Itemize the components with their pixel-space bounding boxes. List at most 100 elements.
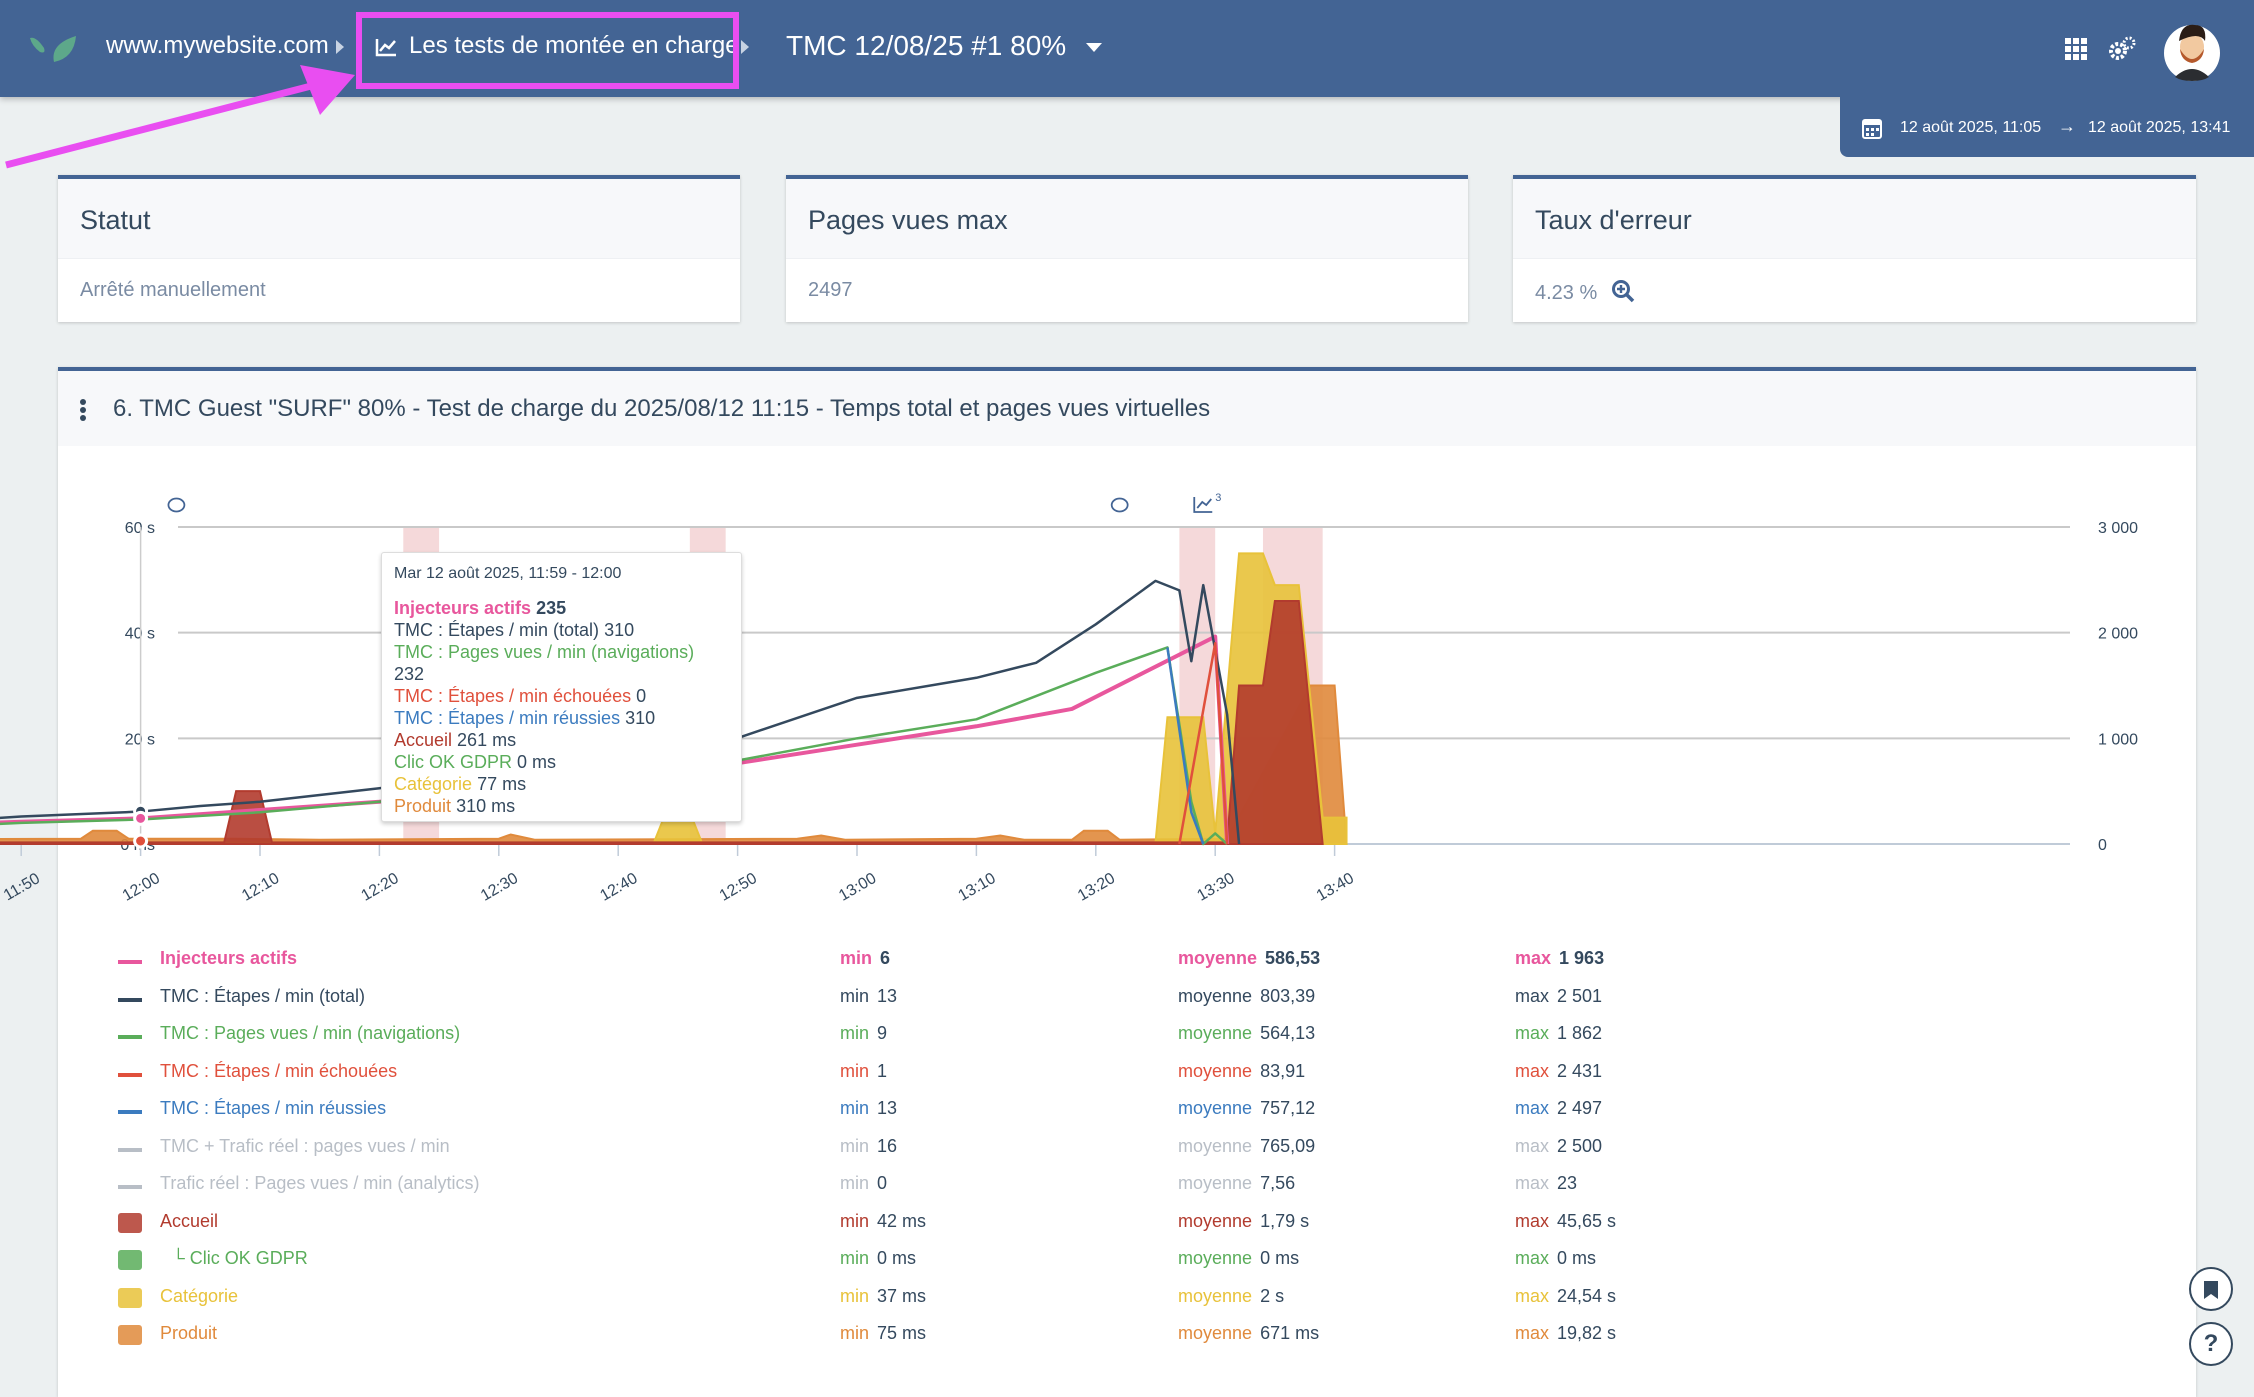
stat-value: 19,82 s <box>1557 1323 1617 1343</box>
stat-value: 803,39 <box>1260 985 1316 1006</box>
legend-avg: moyenne 0 ms <box>1178 1248 1299 1269</box>
legend-avg: moyenne 564,13 <box>1178 1023 1315 1044</box>
kebab-menu-icon[interactable] <box>80 399 86 421</box>
series-line <box>0 646 1228 846</box>
tooltip-row: TMC : Pages vues / min (navigations) 232 <box>394 641 729 685</box>
legend-swatch <box>118 1147 142 1152</box>
tooltip-value: 0 <box>636 686 647 706</box>
breadcrumb-section[interactable]: Les tests de montée en charge <box>409 32 739 59</box>
avatar[interactable] <box>2163 17 2221 83</box>
legend-min: min 6 <box>840 948 890 969</box>
x-tick-label: 12:20 <box>359 870 402 905</box>
legend-max: max 24,54 s <box>1515 1286 1616 1307</box>
stat-value: 757,12 <box>1260 1098 1316 1118</box>
legend-min: min 75 ms <box>840 1323 926 1344</box>
chevron-down-icon[interactable] <box>1086 43 1102 52</box>
stat-value: 0 ms <box>1260 1248 1300 1268</box>
legend-label: Trafic réel : Pages vues / min (analytic… <box>160 1173 480 1193</box>
legend-swatch <box>118 1250 142 1270</box>
zoom-in-icon[interactable] <box>1611 279 1635 303</box>
legend-item[interactable]: Accueil min 42 ms moyenne 1,79 s max 45,65 s <box>0 1207 1800 1244</box>
tooltip-label: TMC : Étapes / min (total) <box>394 620 600 640</box>
legend-avg: moyenne 671 ms <box>1178 1323 1319 1344</box>
stat-value: 23 <box>1557 1173 1578 1193</box>
comment-icon <box>167 497 186 513</box>
date-range[interactable]: 12 août 2025, 11:05 → 12 août 2025, 13:4… <box>1840 97 2254 157</box>
legend-item[interactable]: └ Clic OK GDPR min 0 ms moyenne 0 ms max 0 ms <box>0 1244 1800 1281</box>
tooltip-row: TMC : Étapes / min échouées 0 <box>394 685 729 707</box>
legend-item[interactable]: Injecteurs actifs min 6 moyenne 586,53 max 1 9… <box>0 944 1800 981</box>
highlight-box <box>356 12 739 89</box>
legend-label: TMC : Étapes / min échouées <box>160 1060 398 1081</box>
legend-label: Catégorie <box>160 1285 239 1306</box>
stat-value: 2 s <box>1260 1285 1285 1306</box>
stat-label: max <box>1515 1023 1550 1043</box>
stat-value: 75 ms <box>877 1323 927 1343</box>
stat-label: min <box>840 1210 870 1231</box>
comment-icon <box>1110 497 1129 513</box>
stat-value: 83,91 <box>1260 1060 1306 1081</box>
stat-label: moyenne <box>1178 1323 1253 1343</box>
legend-max: max 23 <box>1515 1173 1577 1194</box>
apps-grid-icon[interactable] <box>2065 38 2087 60</box>
stat-label: max <box>1515 1210 1550 1231</box>
stat-label: moyenne <box>1178 1060 1253 1081</box>
stat-label: min <box>840 1323 870 1343</box>
stat-label: moyenne <box>1178 1135 1253 1156</box>
legend-item[interactable]: Produit min 75 ms moyenne 671 ms max 19,82 s <box>0 1319 1800 1356</box>
gears-icon[interactable] <box>2108 36 2136 62</box>
stat-value: 37 ms <box>877 1285 927 1306</box>
breadcrumb-site[interactable]: www.mywebsite.com <box>106 32 329 59</box>
stat-value: 2 497 <box>1557 1098 1603 1118</box>
stat-label: moyenne <box>1178 1285 1253 1306</box>
legend-max: max 1 963 <box>1515 948 1604 969</box>
legend-label: Accueil <box>160 1210 219 1231</box>
legend-item[interactable]: Trafic réel : Pages vues / min (analytic… <box>0 1169 1800 1206</box>
tooltip-row: Catégorie 77 ms <box>394 773 729 795</box>
legend-item[interactable]: Catégorie min 37 ms moyenne 2 s max 24,54 s <box>0 1282 1800 1319</box>
legend-item[interactable]: TMC : Étapes / min réussies min 13 moyenne 7… <box>0 1094 1800 1131</box>
tooltip-value: 310 <box>604 620 635 640</box>
legend-swatch <box>118 1185 142 1189</box>
legend-swatch <box>118 1212 142 1233</box>
legend-item[interactable]: TMC : Étapes / min échouées min 1 moyenne 83… <box>0 1057 1800 1094</box>
stat-label: min <box>840 948 873 968</box>
stat-label: min <box>840 1135 870 1156</box>
stat-value: 0 ms <box>1557 1248 1597 1268</box>
bookmark-icon <box>2204 1281 2218 1299</box>
stat-value: 42 ms <box>877 1210 927 1231</box>
stat-label: min <box>840 1248 870 1268</box>
legend-item[interactable]: TMC : Pages vues / min (navigations) min 9… <box>0 1019 1800 1056</box>
legend-item[interactable]: TMC + Trafic réel : pages vues / min min 1… <box>0 1132 1800 1169</box>
panel-title: 6. TMC Guest "SURF" 80% - Test de charge… <box>113 395 1211 422</box>
bookmark-button[interactable] <box>2189 1267 2233 1311</box>
breadcrumb-separator <box>741 40 749 54</box>
legend-swatch <box>118 1325 142 1345</box>
tooltip-header: Mar 12 août 2025, 11:59 - 12:00 <box>394 565 622 582</box>
legend-min: min 0 ms <box>840 1248 916 1269</box>
legend-swatch <box>118 1072 142 1077</box>
stat-label: max <box>1515 1173 1550 1193</box>
tooltip-label: Clic OK GDPR <box>394 752 513 772</box>
test-title[interactable]: TMC 12/08/25 #1 80% <box>786 30 1067 61</box>
stat-value: 1 <box>877 1060 888 1081</box>
annotation-arrow <box>5 65 355 169</box>
area-produit <box>0 684 1348 845</box>
stat-value: 13 <box>877 1098 898 1118</box>
tooltip-label: Produit <box>394 796 452 816</box>
tooltip-label: Accueil <box>394 730 453 750</box>
x-tick-label: 13:00 <box>836 870 879 905</box>
stat-label: min <box>840 1173 870 1193</box>
stat-label: moyenne <box>1178 1210 1253 1231</box>
legend-min: min 13 <box>840 1098 897 1119</box>
stat-label: moyenne <box>1178 1023 1253 1043</box>
stat-label: max <box>1515 1323 1550 1343</box>
stat-value: 6 <box>880 948 891 968</box>
stat-value: 1 862 <box>1557 1023 1603 1043</box>
legend-max: max 2 500 <box>1515 1136 1602 1157</box>
leaf-logo-icon[interactable] <box>26 30 88 70</box>
stat-value: 1 963 <box>1559 948 1605 968</box>
help-button[interactable]: ? <box>2189 1322 2233 1366</box>
legend-item[interactable]: TMC : Étapes / min (total) min 13 moyenne 80… <box>0 982 1800 1019</box>
stat-value: 7,56 <box>1260 1173 1296 1193</box>
